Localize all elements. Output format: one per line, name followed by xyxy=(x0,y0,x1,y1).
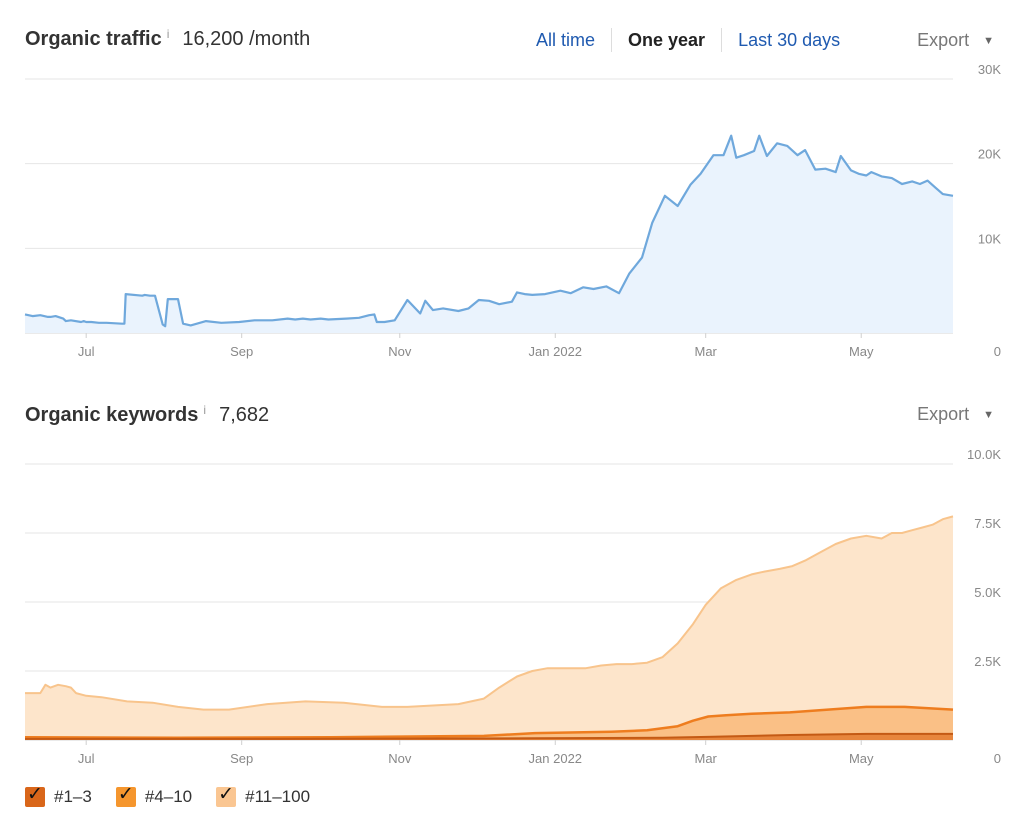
export-label: Export xyxy=(917,404,970,424)
keywords-title-group: Organic keywords i 7,682 xyxy=(25,403,270,427)
y-tick-label: 30K xyxy=(978,62,1001,77)
checkmark-icon: ✓ xyxy=(218,784,235,805)
y-tick-label: 5.0K xyxy=(974,585,1001,600)
x-tick-label: Jul xyxy=(78,751,95,766)
y-tick-label: 2.5K xyxy=(974,654,1001,669)
traffic-value: 16,200 /month xyxy=(182,28,311,50)
traffic-chart: 0 10K 20K 30K Jul Sep Nov Jan 2022 Mar May xyxy=(24,62,1001,359)
tab-divider xyxy=(611,28,613,52)
y-tick-label: 7.5K xyxy=(974,516,1001,531)
keywords-header: Organic keywords i 7,682 Export ▼ xyxy=(0,403,1024,444)
y-tick-label: 10.0K xyxy=(967,447,1001,462)
y-tick-label: 0 xyxy=(994,751,1001,766)
x-tick-label: May xyxy=(849,344,874,359)
traffic-area xyxy=(25,135,953,333)
y-tick-label: 10K xyxy=(978,231,1001,246)
x-tick-label: Jan 2022 xyxy=(529,751,583,766)
export-label: Export xyxy=(917,30,970,50)
traffic-export-button[interactable]: Export ▼ xyxy=(917,30,994,51)
legend-item-11-100[interactable]: ✓ #11–100 xyxy=(216,784,311,807)
series-11-100-line xyxy=(25,515,954,711)
x-tick-label: May xyxy=(849,751,874,766)
x-tick-label: Sep xyxy=(230,751,253,766)
legend-item-top-3[interactable]: ✓ #1–3 xyxy=(25,784,92,807)
traffic-line xyxy=(24,134,954,328)
keywords-title: Organic keywords xyxy=(25,404,199,426)
legend-label: #4–10 xyxy=(144,787,193,806)
legend-checkbox[interactable]: ✓ xyxy=(115,784,136,807)
keywords-export-button[interactable]: Export ▼ xyxy=(917,404,994,425)
tab-last-30-days[interactable]: Last 30 days xyxy=(738,29,841,50)
x-tick-label: Jul xyxy=(78,344,95,359)
legend-checkbox[interactable]: ✓ xyxy=(216,784,237,807)
traffic-title-group: Organic traffic i 16,200 /month xyxy=(25,27,311,51)
x-tick-label: Mar xyxy=(695,751,718,766)
keywords-chart: 0 2.5K 5.0K 7.5K 10.0K Jul Sep Nov Jan 2022 Mar Ma… xyxy=(24,447,1001,766)
x-tick-label: Sep xyxy=(230,344,253,359)
traffic-header: Organic traffic i 16,200 /month All time… xyxy=(0,27,1024,68)
traffic-title: Organic traffic xyxy=(25,28,162,50)
series-1-3-area xyxy=(25,733,953,740)
x-tick-label: Mar xyxy=(695,344,718,359)
legend-item-4-10[interactable]: ✓ #4–10 xyxy=(115,784,193,807)
legend-label: #11–100 xyxy=(245,787,311,806)
series-11-100-area xyxy=(25,516,953,740)
chevron-down-icon: ▼ xyxy=(983,34,994,47)
keywords-legend: ✓ #1–3 ✓ #4–10 ✓ #11–100 xyxy=(25,784,334,807)
checkmark-icon: ✓ xyxy=(27,784,43,805)
time-range-tabs: All time One year Last 30 days xyxy=(520,28,856,52)
series-4-10-line xyxy=(24,705,954,740)
legend-label: #1–3 xyxy=(54,787,92,806)
tab-divider xyxy=(721,28,723,52)
x-tick-label: Nov xyxy=(388,344,412,359)
traffic-info-icon[interactable]: i xyxy=(166,27,170,41)
keywords-info-icon[interactable]: i xyxy=(203,403,207,417)
chevron-down-icon: ▼ xyxy=(983,408,994,421)
series-1-3-line xyxy=(25,732,953,740)
series-4-10-area xyxy=(25,706,953,740)
checkmark-icon: ✓ xyxy=(117,784,134,805)
keywords-value: 7,682 xyxy=(219,404,270,426)
x-tick-label: Jan 2022 xyxy=(529,344,583,359)
y-tick-label: 20K xyxy=(978,147,1001,162)
tab-one-year[interactable]: One year xyxy=(628,29,706,50)
x-tick-label: Nov xyxy=(388,751,412,766)
tab-all-time[interactable]: All time xyxy=(536,29,596,50)
legend-checkbox[interactable]: ✓ xyxy=(25,784,45,807)
y-tick-label: 0 xyxy=(994,344,1001,359)
